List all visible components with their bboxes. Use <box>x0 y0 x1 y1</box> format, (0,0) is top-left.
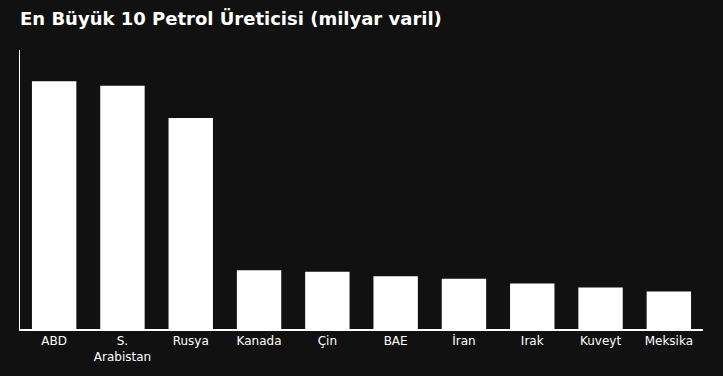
svg-text:ABD: ABD <box>41 334 67 348</box>
svg-text:Irak: Irak <box>521 334 544 348</box>
svg-text:Kanada: Kanada <box>237 334 282 348</box>
svg-text:Çin: Çin <box>318 334 337 348</box>
svg-text:Meksika: Meksika <box>645 334 693 348</box>
svg-text:BAE: BAE <box>384 334 408 348</box>
svg-text:En Büyük 10 Petrol Üreticisi (: En Büyük 10 Petrol Üreticisi (milyar var… <box>20 8 442 29</box>
svg-text:Kuveyt: Kuveyt <box>580 334 621 348</box>
svg-text:Rusya: Rusya <box>173 334 209 348</box>
svg-text:İran: İran <box>452 333 475 348</box>
svg-text:S.Arabistan: S.Arabistan <box>94 334 151 364</box>
